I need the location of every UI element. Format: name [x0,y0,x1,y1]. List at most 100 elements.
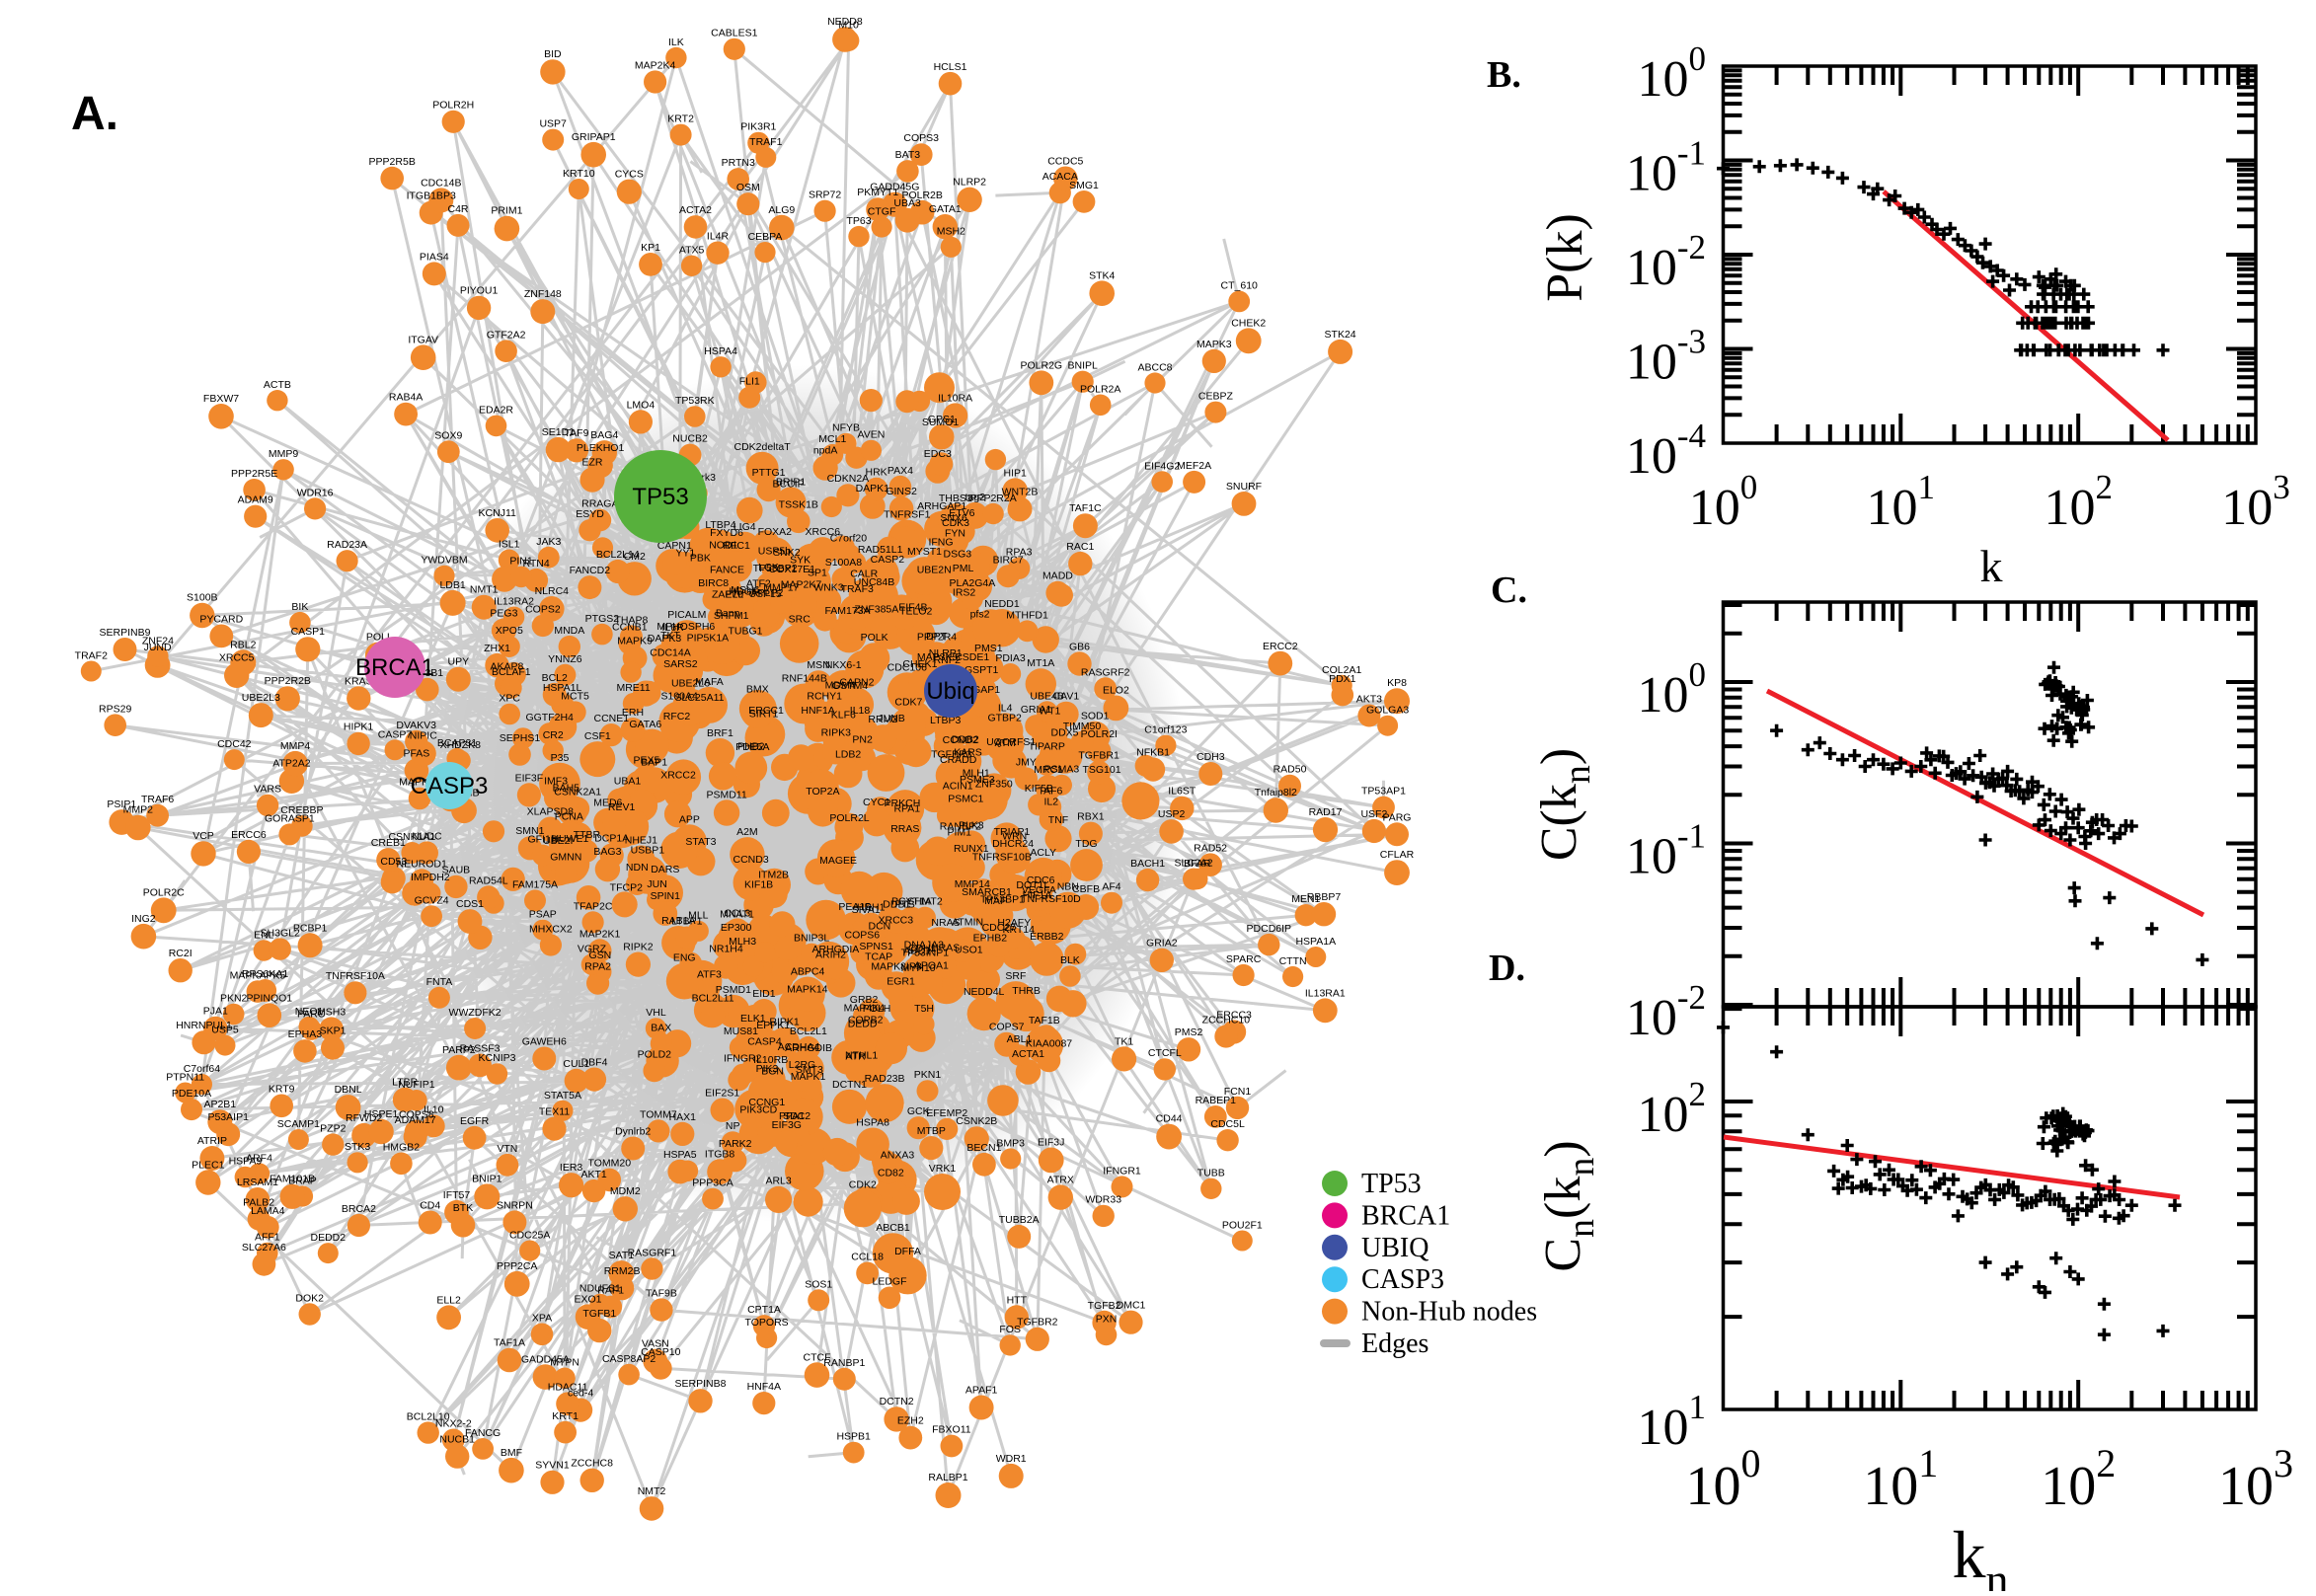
svg-text:DDB2: DDB2 [952,734,979,746]
svg-text:MYH10: MYH10 [901,962,936,974]
svg-text:COPS6: COPS6 [844,930,880,942]
svg-text:MRE11: MRE11 [616,682,650,694]
svg-text:MMP14: MMP14 [955,878,990,890]
svg-text:k: k [1980,541,2003,591]
svg-text:FOS: FOS [999,1324,1021,1335]
svg-text:ALG9: ALG9 [768,204,795,216]
svg-text:WWZDFK2: WWZDFK2 [449,1007,502,1019]
svg-text:10-4: 10-4 [1626,417,1706,485]
svg-text:MAP2K4: MAP2K4 [635,59,676,71]
svg-text:SERPINB8: SERPINB8 [675,1378,727,1390]
svg-text:SH3GL2: SH3GL2 [261,927,300,939]
svg-text:SYK: SYK [790,555,811,567]
svg-text:SARS2: SARS2 [663,658,698,670]
svg-text:KLF6: KLF6 [831,710,856,722]
svg-text:DBNL: DBNL [335,1084,362,1096]
svg-text:TFCP2: TFCP2 [610,882,643,894]
svg-text:PKN1: PKN1 [914,1069,942,1081]
svg-text:ILK: ILK [668,37,684,48]
svg-text:S100A8: S100A8 [825,557,863,569]
svg-text:RFC1: RFC1 [723,540,750,552]
svg-text:CCNE1: CCNE1 [594,713,630,724]
svg-text:ELL: ELL [726,588,744,600]
svg-text:TAF9B: TAF9B [646,1287,677,1299]
svg-text:CD4: CD4 [420,1199,440,1211]
svg-text:TGFBR3: TGFBR3 [931,749,972,761]
svg-text:BIRC8: BIRC8 [698,577,729,589]
svg-text:TRAF1: TRAF1 [749,136,782,148]
svg-text:MAPK1: MAPK1 [791,1071,826,1083]
svg-text:GSTM4: GSTM4 [832,680,868,692]
svg-text:RAC1: RAC1 [1066,541,1094,553]
svg-text:PPP2R5B: PPP2R5B [369,156,416,168]
svg-text:TP53RK: TP53RK [675,395,715,407]
svg-text:MYST1: MYST1 [907,546,942,558]
svg-text:RAF1: RAF1 [597,1285,624,1297]
svg-text:CASP7: CASP7 [378,728,413,740]
svg-text:C4R: C4R [447,203,468,215]
svg-text:RANBP1: RANBP1 [823,1357,865,1369]
svg-text:NLRP1: NLRP1 [929,647,963,659]
svg-text:TP63: TP63 [846,215,871,227]
svg-text:USBP1: USBP1 [631,844,665,856]
svg-text:PEA15: PEA15 [838,901,871,913]
svg-text:PSMD1: PSMD1 [716,984,751,996]
svg-text:HSPA1A: HSPA1A [1295,936,1336,948]
svg-text:CDS1: CDS1 [456,898,484,910]
svg-text:XRCC3: XRCC3 [879,914,914,926]
svg-text:MADD: MADD [1042,570,1073,582]
svg-text:PLA2G4A: PLA2G4A [950,577,996,589]
svg-text:EDA2R: EDA2R [479,405,513,417]
svg-text:TFAP2C: TFAP2C [574,900,613,912]
svg-text:PSME3: PSME3 [960,774,995,786]
svg-text:TP53BP2: TP53BP2 [753,563,798,574]
svg-text:CDC42: CDC42 [217,738,252,750]
svg-text:VHL: VHL [646,1007,666,1019]
svg-text:CASP3: CASP3 [411,773,489,799]
svg-text:MHXCX2: MHXCX2 [529,923,573,935]
svg-text:ATRIP: ATRIP [197,1135,227,1147]
svg-text:HSPA1L: HSPA1L [543,682,582,694]
svg-text:TNFRSF10D: TNFRSF10D [1021,893,1081,905]
svg-text:FOXA2: FOXA2 [758,526,793,538]
svg-text:DNAJA3: DNAJA3 [904,939,944,950]
svg-text:XRCC5: XRCC5 [219,652,255,664]
svg-text:USP15: USP15 [748,588,781,600]
svg-text:VRK1: VRK1 [929,1163,957,1175]
svg-text:KARS: KARS [954,746,982,758]
svg-text:SKP1: SKP1 [320,1026,347,1037]
svg-text:EIF3G: EIF3G [772,1119,802,1131]
svg-text:CAPN1: CAPN1 [657,540,692,552]
svg-text:HSPA9: HSPA9 [229,1156,263,1168]
svg-text:PIK3R1: PIK3R1 [740,121,776,133]
svg-text:JAK3: JAK3 [536,536,561,548]
svg-text:CREBBP: CREBBP [280,804,323,816]
svg-text:MNDA: MNDA [554,625,584,637]
svg-text:PYCARD: PYCARD [199,614,243,626]
svg-text:UPY: UPY [448,656,470,668]
svg-text:SIVA1: SIVA1 [852,904,881,916]
svg-text:KRT2: KRT2 [667,114,694,125]
svg-text:USP7: USP7 [539,118,567,130]
svg-text:DSG3: DSG3 [944,548,972,560]
svg-text:TNFRSF10B: TNFRSF10B [972,852,1032,864]
svg-text:GSN: GSN [589,950,612,961]
svg-text:NMT2: NMT2 [638,1485,666,1497]
svg-text:P(k): P(k) [1537,213,1593,302]
svg-text:npdA: npdA [813,444,838,456]
svg-text:BRCA1: BRCA1 [1361,1200,1450,1231]
svg-text:PIK3: PIK3 [756,1063,779,1075]
svg-text:RAD52: RAD52 [1194,842,1227,854]
svg-text:GFI1B: GFI1B [528,834,558,846]
svg-text:FYN: FYN [945,528,965,540]
svg-text:TNFRSF1: TNFRSF1 [884,509,930,521]
svg-text:NR1H4: NR1H4 [709,944,743,955]
svg-text:ERCC1: ERCC1 [748,705,784,717]
svg-text:MUS81: MUS81 [724,1026,758,1037]
svg-text:KIAA0087: KIAA0087 [1026,1038,1072,1050]
svg-text:CSNK2A1: CSNK2A1 [554,786,601,798]
svg-text:TOMM20: TOMM20 [588,1158,632,1170]
svg-text:POLD2: POLD2 [638,1048,672,1060]
svg-text:SEPHS1: SEPHS1 [500,732,541,744]
svg-text:IL10: IL10 [424,1103,444,1115]
